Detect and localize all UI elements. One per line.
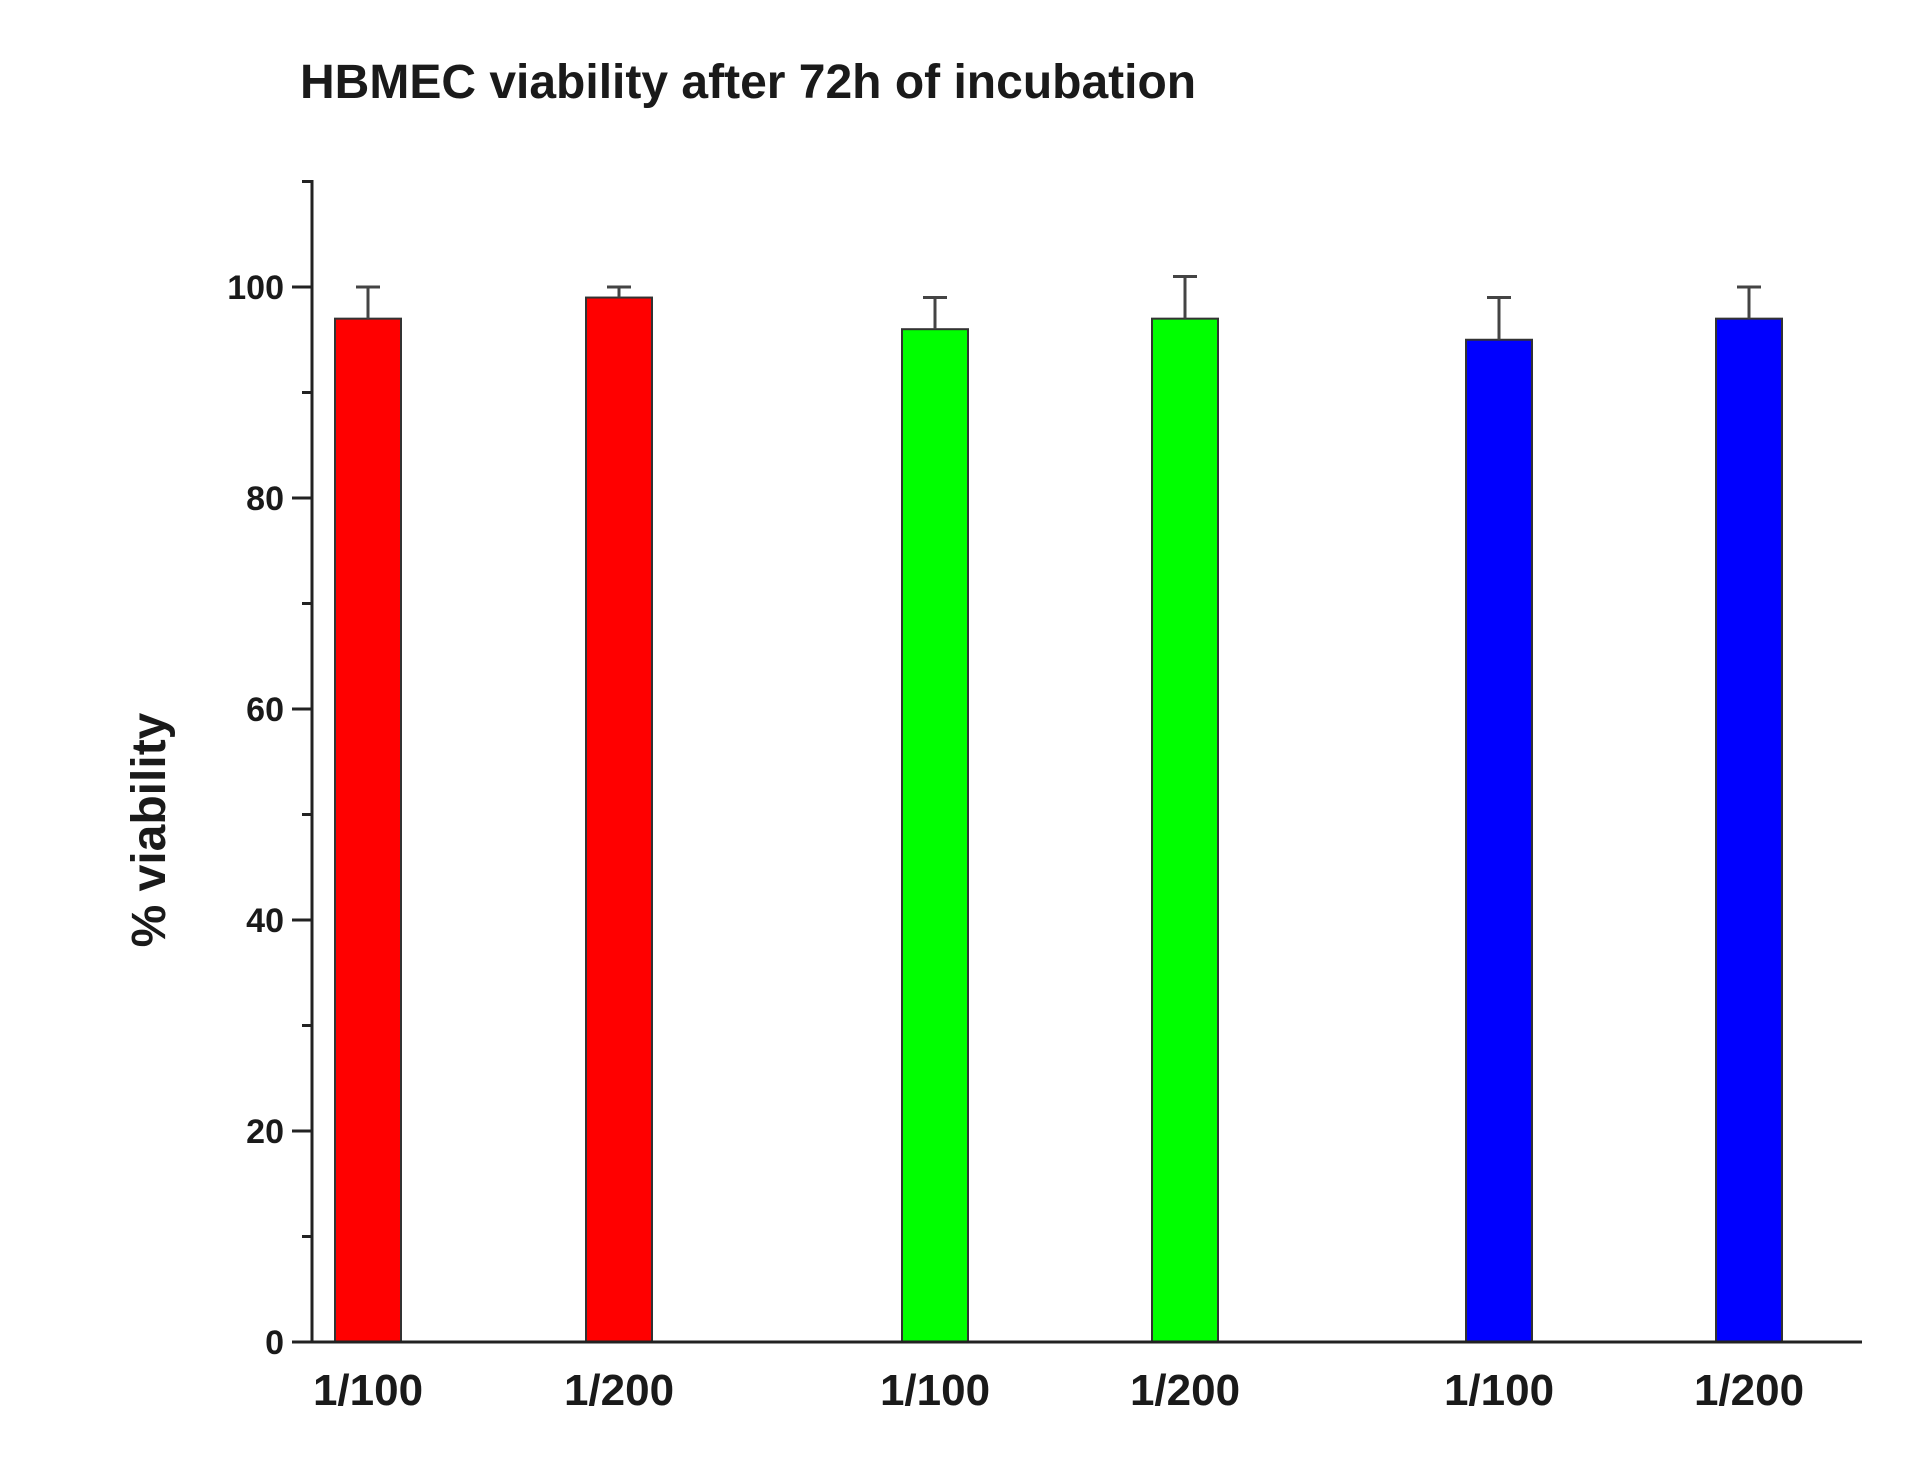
x-tick-label: 1/100	[880, 1366, 990, 1415]
x-axis-labels: 1/100 1/200 1/100 1/200 1/100 1/200	[313, 1366, 1804, 1415]
x-tick-label: 1/200	[1130, 1366, 1240, 1415]
bar	[1465, 338, 1533, 1343]
bar	[334, 317, 402, 1343]
bar	[1151, 317, 1219, 1343]
bar	[901, 328, 969, 1343]
bar	[585, 296, 653, 1343]
x-tick-label: 1/100	[1444, 1366, 1554, 1415]
y-axis-ticks: 0 20 40 60 80 100	[227, 180, 312, 1362]
bar	[1715, 317, 1783, 1343]
error-bars	[356, 274, 1761, 340]
y-tick-label: 100	[227, 269, 284, 307]
y-tick-label: 40	[246, 902, 284, 940]
chart-title: HBMEC viability after 72h of incubation	[300, 56, 1196, 109]
x-tick-label: 1/200	[564, 1366, 674, 1415]
y-tick-label: 80	[246, 480, 284, 518]
x-tick-label: 1/100	[313, 1366, 423, 1415]
y-axis-label: % viability	[123, 712, 176, 947]
y-tick-label: 60	[246, 691, 284, 729]
bars	[334, 296, 1783, 1343]
y-tick-label: 0	[265, 1324, 284, 1362]
y-tick-label: 20	[246, 1113, 284, 1151]
x-tick-label: 1/200	[1694, 1366, 1804, 1415]
